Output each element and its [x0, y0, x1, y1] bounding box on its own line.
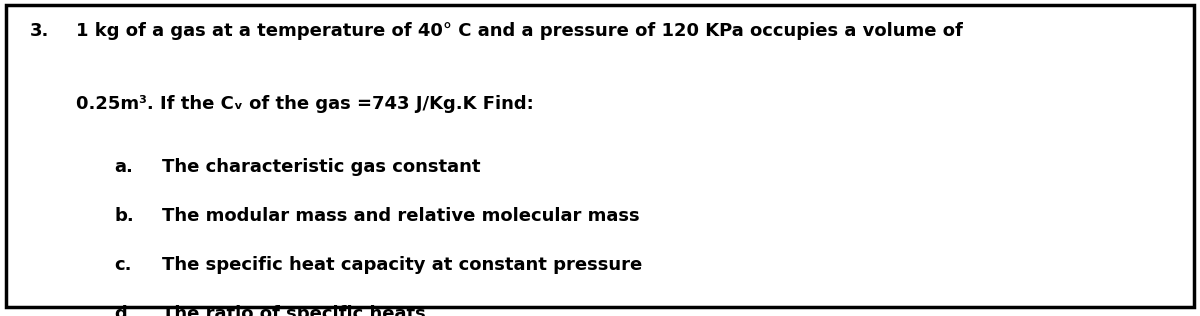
Text: a.: a. [114, 158, 133, 176]
Text: The specific heat capacity at constant pressure: The specific heat capacity at constant p… [162, 256, 642, 274]
Text: 3.: 3. [30, 22, 49, 40]
Text: d.: d. [114, 305, 133, 316]
Text: The ratio of specific heats: The ratio of specific heats [162, 305, 426, 316]
Text: The characteristic gas constant: The characteristic gas constant [162, 158, 480, 176]
Text: 0.25m³. If the Cᵥ of the gas =743 J/Kg.K Find:: 0.25m³. If the Cᵥ of the gas =743 J/Kg.K… [76, 95, 533, 113]
Text: The modular mass and relative molecular mass: The modular mass and relative molecular … [162, 207, 640, 225]
Text: 1 kg of a gas at a temperature of 40° C and a pressure of 120 KPa occupies a vol: 1 kg of a gas at a temperature of 40° C … [76, 22, 962, 40]
Text: c.: c. [114, 256, 132, 274]
Text: b.: b. [114, 207, 133, 225]
